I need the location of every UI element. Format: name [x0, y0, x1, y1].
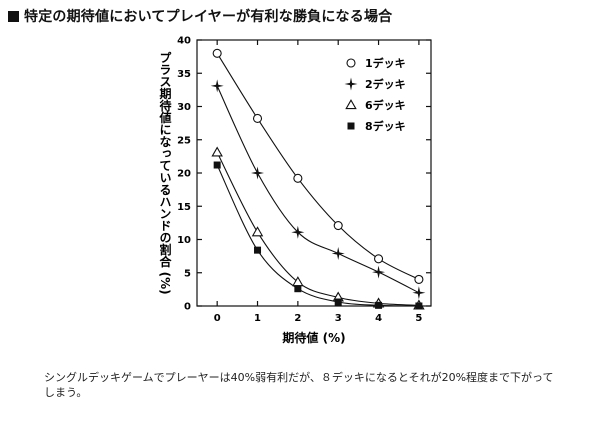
y-tick-label: 10 — [177, 235, 191, 246]
legend-label-2: 2デッキ — [365, 77, 406, 91]
series-3-point — [251, 226, 264, 237]
x-tick-label: 1 — [254, 313, 261, 324]
series-2-point — [251, 166, 265, 180]
series-markers — [210, 48, 426, 310]
series-2-point — [210, 79, 224, 93]
series-lines — [216, 53, 420, 307]
y-axis-label: プラス期待値になっているハンドの割合 (%) — [158, 51, 172, 295]
series-3-point — [211, 146, 223, 157]
legend-label-1: 1デッキ — [365, 56, 406, 70]
y-axis: 0 5 10 15 20 25 30 35 40 — [177, 36, 431, 313]
series-4-point — [375, 301, 383, 309]
series-4-point — [213, 161, 221, 169]
series-1-point — [293, 173, 303, 183]
series-line-3 — [216, 152, 419, 306]
legend-marker-4 — [347, 122, 355, 130]
y-tick-label: 40 — [177, 36, 191, 47]
series-2-point — [372, 265, 386, 279]
series-1-point — [252, 113, 263, 124]
x-axis: 0 1 2 3 4 5 — [214, 40, 422, 324]
series-2-point — [331, 246, 345, 260]
legend: 1デッキ 2デッキ 6デッキ 8デッキ — [344, 56, 406, 133]
legend-marker-3 — [345, 99, 357, 110]
y-tick-label: 0 — [184, 302, 191, 313]
series-1-point — [374, 254, 384, 264]
series-4-point — [415, 302, 423, 310]
chart-title: 特定の期待値においてプレイヤーが有利な勝負になる場合 — [24, 9, 393, 25]
series-2-point — [291, 225, 305, 239]
x-axis-label: 期待値 (%) — [282, 330, 345, 345]
x-tick-label: 2 — [294, 313, 301, 324]
series-1-point — [212, 48, 222, 58]
legend-marker-1 — [346, 58, 356, 68]
series-4-point — [254, 246, 262, 254]
chart-title-row: 特定の期待値においてプレイヤーが有利な勝負になる場合 — [8, 5, 392, 27]
legend-label-3: 6デッキ — [365, 98, 406, 112]
x-tick-label: 3 — [335, 313, 342, 324]
x-tick-label: 0 — [214, 313, 221, 324]
legend-label-4: 8デッキ — [365, 119, 406, 133]
series-line-4 — [216, 164, 419, 307]
x-tick-label: 4 — [375, 313, 382, 324]
y-tick-label: 35 — [177, 69, 191, 80]
series-line-2 — [216, 85, 420, 294]
series-1-point — [414, 274, 424, 284]
legend-marker-2 — [344, 77, 358, 91]
title-bullet-square — [8, 10, 19, 22]
y-tick-label: 25 — [177, 135, 191, 146]
series-4-point — [294, 285, 302, 293]
y-tick-label: 15 — [177, 202, 191, 213]
chart-caption: シングルデッキゲームでプレーヤーは40%弱有利だが、８デッキになるとそれが20%… — [44, 371, 554, 399]
x-tick-label: 5 — [415, 313, 422, 324]
y-tick-label: 5 — [184, 268, 191, 279]
series-4-point — [334, 298, 342, 306]
y-tick-label: 20 — [177, 169, 191, 180]
series-2-point — [412, 286, 426, 300]
y-tick-label: 30 — [177, 102, 191, 113]
series-1-point — [333, 220, 343, 231]
